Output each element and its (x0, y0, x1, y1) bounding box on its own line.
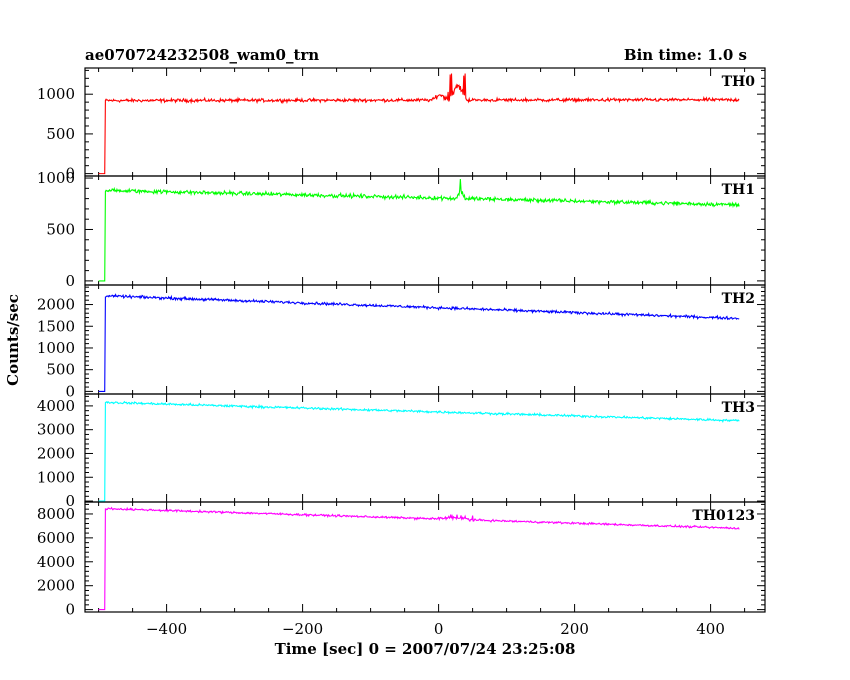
y-tick-label: 2000 (37, 296, 75, 314)
x-tick-label: 0 (434, 620, 444, 638)
y-tick-label: 2000 (37, 577, 75, 595)
y-tick-label: 0 (65, 492, 75, 510)
series-line-th0123 (98, 506, 740, 611)
series-line-th1 (98, 178, 740, 282)
panel-frame (84, 67, 766, 177)
y-tick-label: 1000 (37, 169, 75, 187)
series-line-th3 (98, 400, 740, 502)
x-tick-label: −200 (282, 620, 323, 638)
x-tick-label: 400 (696, 620, 725, 638)
panel-th1: 0 500 1000 TH1 (37, 169, 766, 290)
series-line-th0 (98, 73, 740, 175)
panel-label: TH0 (722, 74, 756, 90)
panel-label: TH1 (722, 182, 755, 198)
y-tick-label: 4000 (37, 553, 75, 571)
y-tick-label: 0 (65, 382, 75, 400)
panel-frame (84, 393, 766, 503)
y-tick-label: 2000 (37, 444, 75, 462)
panel-frame (84, 284, 766, 395)
x-axis-label: Time [sec] 0 = 2007/07/24 23:25:08 (275, 640, 576, 658)
y-tick-label: 0 (65, 165, 75, 183)
panel-label: TH2 (722, 291, 755, 307)
panel-frame (84, 175, 766, 286)
y-tick-label: 8000 (37, 505, 75, 523)
y-tick-label: 500 (46, 220, 75, 238)
y-tick-label: 1000 (37, 85, 75, 103)
y-tick-label: 1500 (37, 317, 75, 335)
bin-time-label: Bin time: 1.0 s (624, 46, 747, 64)
y-tick-label: 0 (65, 601, 75, 619)
panel-th3: 0 1000 2000 3000 4000 TH3 (37, 393, 766, 510)
x-tick-label: −400 (146, 620, 187, 638)
y-tick-label: 1000 (37, 468, 75, 486)
y-tick-label: 1000 (37, 339, 75, 357)
y-tick-label: 500 (46, 125, 75, 143)
y-tick-label: 0 (65, 272, 75, 290)
y-tick-label: 3000 (37, 421, 75, 439)
y-tick-label: 500 (46, 361, 75, 379)
series-line-th2 (98, 293, 740, 392)
y-tick-label: 4000 (37, 397, 75, 415)
y-axis-label: Counts/sec (4, 294, 22, 386)
y-tick-label: 6000 (37, 529, 75, 547)
chart-title: ae070724232508_wam0_trn (85, 46, 319, 64)
panel-th0: 0 500 1000 TH0 (37, 67, 766, 183)
panel-label: TH3 (722, 400, 755, 416)
panel-label: TH0123 (692, 508, 755, 524)
panel-th0123: 0 2000 4000 6000 8000 TH0123 (37, 501, 766, 619)
panel-th2: 0 500 1000 1500 2000 TH2 (37, 284, 766, 400)
x-tick-label: 200 (560, 620, 589, 638)
